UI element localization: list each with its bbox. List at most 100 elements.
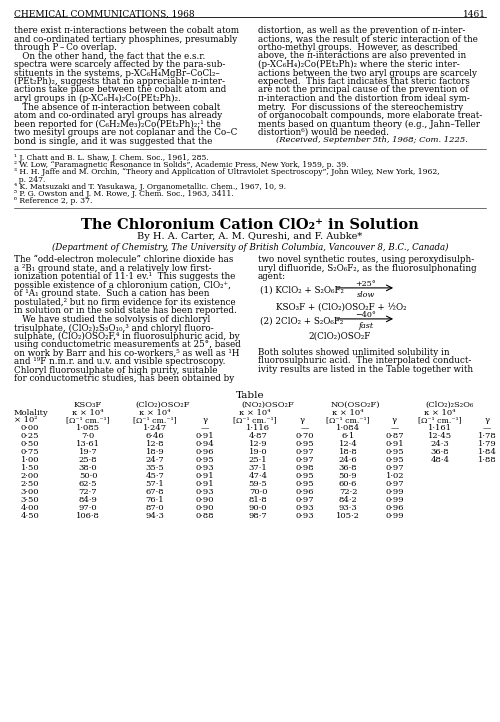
Text: 1·50: 1·50 — [20, 464, 40, 472]
Text: and co-ordinated tertiary phosphines, presumably: and co-ordinated tertiary phosphines, pr… — [14, 35, 237, 43]
Text: and ¹⁹F n.m.r. and u.v. and visible spectroscopy.: and ¹⁹F n.m.r. and u.v. and visible spec… — [14, 357, 226, 366]
Text: 18·8: 18·8 — [338, 448, 357, 456]
Text: We have studied the solvolysis of dichloryl: We have studied the solvolysis of dichlo… — [14, 315, 210, 324]
Text: 6·1: 6·1 — [342, 432, 354, 440]
Text: expected.  This fact indicates that steric factors: expected. This fact indicates that steri… — [258, 77, 470, 86]
Text: 0·97: 0·97 — [386, 464, 404, 472]
Text: postulated,² but no firm evidence for its existence: postulated,² but no firm evidence for it… — [14, 298, 235, 307]
Text: ¹ J. Chatt and B. L. Shaw, J. Chem. Soc., 1961, 285.: ¹ J. Chatt and B. L. Shaw, J. Chem. Soc.… — [14, 154, 209, 162]
Text: 62·5: 62·5 — [79, 480, 97, 488]
Text: 1·084: 1·084 — [336, 424, 360, 432]
Text: 45·7: 45·7 — [146, 472, 165, 480]
Text: slow: slow — [357, 291, 375, 299]
Text: 67·8: 67·8 — [146, 488, 165, 496]
Text: (1) KClO₂ + S₂O₆F₂: (1) KClO₂ + S₂O₆F₂ — [260, 286, 344, 295]
Text: above, the π-interactions are also prevented in: above, the π-interactions are also preve… — [258, 51, 466, 61]
Text: 0·99: 0·99 — [386, 488, 404, 496]
Text: ⁵ P. G. Owston and J. M. Rowe, J. Chem. Soc., 1963, 3411.: ⁵ P. G. Owston and J. M. Rowe, J. Chem. … — [14, 190, 234, 198]
Text: γ: γ — [392, 416, 396, 424]
Text: 0·93: 0·93 — [196, 488, 214, 496]
Text: 0·98: 0·98 — [296, 464, 314, 472]
Text: 0·95: 0·95 — [196, 456, 214, 464]
Text: 24·3: 24·3 — [430, 440, 450, 448]
Text: (2) 2ClO₂ + S₂O₆F₂: (2) 2ClO₂ + S₂O₆F₂ — [260, 317, 343, 326]
Text: of organocobalt compounds, more elaborate treat-: of organocobalt compounds, more elaborat… — [258, 111, 482, 120]
Text: ionization potential of 11·1 ev.¹  This suggests the: ionization potential of 11·1 ev.¹ This s… — [14, 272, 235, 282]
Text: [Ω⁻¹ cm.⁻¹]: [Ω⁻¹ cm.⁻¹] — [233, 416, 277, 424]
Text: (Department of Chemistry, The University of British Columbia, Vancouver 8, B.C.,: (Department of Chemistry, The University… — [52, 243, 448, 251]
Text: 2(ClO₂)OSO₂F: 2(ClO₂)OSO₂F — [308, 332, 370, 341]
Text: 59·5: 59·5 — [248, 480, 268, 488]
Text: ² W. Low, “Paramagnetic Resonance in Solids”, Academic Press, New York, 1959, p.: ² W. Low, “Paramagnetic Resonance in Sol… — [14, 161, 348, 169]
Text: γ: γ — [484, 416, 490, 424]
Text: 25·1: 25·1 — [248, 456, 268, 464]
Text: × 10²: × 10² — [14, 416, 38, 424]
Text: ments based on quantum theory (e.g., Jahn–Teller: ments based on quantum theory (e.g., Jah… — [258, 120, 480, 129]
Text: 0·91: 0·91 — [196, 480, 214, 488]
Text: 50·0: 50·0 — [79, 472, 97, 480]
Text: 0·25: 0·25 — [21, 432, 39, 440]
Text: are not the principal cause of the prevention of: are not the principal cause of the preve… — [258, 85, 468, 95]
Text: 2·50: 2·50 — [21, 480, 39, 488]
Text: 0·97: 0·97 — [296, 496, 314, 504]
Text: 0·00: 0·00 — [21, 424, 39, 432]
Text: ³ H. H. Jaffe and M. Orchin, “Theory and Application of Ultraviolet Spectroscopy: ³ H. H. Jaffe and M. Orchin, “Theory and… — [14, 168, 440, 176]
Text: 12·8: 12·8 — [146, 440, 165, 448]
Text: 1·00: 1·00 — [21, 456, 39, 464]
Text: 1·79: 1·79 — [478, 440, 496, 448]
Text: 0·99: 0·99 — [386, 496, 404, 504]
Text: KSO₃F: KSO₃F — [74, 401, 102, 409]
Text: 87·0: 87·0 — [146, 504, 165, 512]
Text: 81·8: 81·8 — [248, 496, 268, 504]
Text: [Ω⁻¹ cm.⁻¹]: [Ω⁻¹ cm.⁻¹] — [418, 416, 462, 424]
Text: distortion, as well as the prevention of π-inter-: distortion, as well as the prevention of… — [258, 26, 466, 35]
Text: using conductometric measurements at 25°, based: using conductometric measurements at 25°… — [14, 340, 241, 349]
Text: actions take place between the cobalt atom and: actions take place between the cobalt at… — [14, 85, 226, 95]
Text: Molality: Molality — [14, 409, 49, 417]
Text: ⁴ K. Matsuzaki and T. Yasukawa, J. Organometallic. Chem., 1967, 10, 9.: ⁴ K. Matsuzaki and T. Yasukawa, J. Organ… — [14, 183, 286, 191]
Text: 25·8: 25·8 — [78, 456, 98, 464]
Text: γ: γ — [202, 416, 207, 424]
Text: 0·95: 0·95 — [386, 456, 404, 464]
Text: 57·1: 57·1 — [146, 480, 165, 488]
Text: 0·96: 0·96 — [386, 504, 404, 512]
Text: in solution or in the solid state has been reported.: in solution or in the solid state has be… — [14, 306, 237, 316]
Text: 24·6: 24·6 — [338, 456, 357, 464]
Text: 3·00: 3·00 — [21, 488, 39, 496]
Text: 12·45: 12·45 — [428, 432, 452, 440]
Text: [Ω⁻¹ cm.⁻¹]: [Ω⁻¹ cm.⁻¹] — [326, 416, 370, 424]
Text: 24·7: 24·7 — [146, 456, 165, 464]
Text: 105·2: 105·2 — [336, 512, 360, 520]
Text: 0·97: 0·97 — [386, 480, 404, 488]
Text: through P – Co overlap.: through P – Co overlap. — [14, 43, 117, 52]
Text: 72·2: 72·2 — [339, 488, 357, 496]
Text: κ × 10⁴: κ × 10⁴ — [139, 409, 171, 417]
Text: KSO₃F + (ClO₂)OSO₂F + ½O₂: KSO₃F + (ClO₂)OSO₂F + ½O₂ — [276, 303, 406, 312]
Text: two novel synthetic routes, using peroxydisulph-: two novel synthetic routes, using peroxy… — [258, 256, 474, 264]
Text: 1·085: 1·085 — [76, 424, 100, 432]
Text: 19·7: 19·7 — [78, 448, 98, 456]
Text: 0·94: 0·94 — [196, 440, 214, 448]
Text: κ × 10⁴: κ × 10⁴ — [72, 409, 104, 417]
Text: 37·1: 37·1 — [248, 464, 268, 472]
Text: 1·161: 1·161 — [428, 424, 452, 432]
Text: ivity results are listed in the Table together with: ivity results are listed in the Table to… — [258, 365, 473, 374]
Text: 0·95: 0·95 — [296, 472, 314, 480]
Text: By H. A. Carter, A. M. Qureshi, and F. Aubke*: By H. A. Carter, A. M. Qureshi, and F. A… — [138, 232, 362, 241]
Text: 2·00: 2·00 — [21, 472, 39, 480]
Text: agent:: agent: — [258, 272, 286, 282]
Text: γ: γ — [300, 416, 304, 424]
Text: 0·93: 0·93 — [196, 464, 214, 472]
Text: (PEt₂Ph)₂, suggests that no appreciable π-inter-: (PEt₂Ph)₂, suggests that no appreciable … — [14, 77, 225, 86]
Text: a ²B₁ ground state, and a relatively low first-: a ²B₁ ground state, and a relatively low… — [14, 264, 211, 273]
Text: 0·95: 0·95 — [296, 480, 314, 488]
Text: ortho-methyl groups.  However, as described: ortho-methyl groups. However, as describ… — [258, 43, 458, 52]
Text: 0·91: 0·91 — [386, 440, 404, 448]
Text: 1·02: 1·02 — [386, 472, 404, 480]
Text: 0·96: 0·96 — [296, 488, 314, 496]
Text: 70·0: 70·0 — [249, 488, 267, 496]
Text: 60·6: 60·6 — [339, 480, 357, 488]
Text: 47·4: 47·4 — [248, 472, 268, 480]
Text: atom and co-ordinated aryl groups has already: atom and co-ordinated aryl groups has al… — [14, 111, 222, 120]
Text: 12·9: 12·9 — [248, 440, 268, 448]
